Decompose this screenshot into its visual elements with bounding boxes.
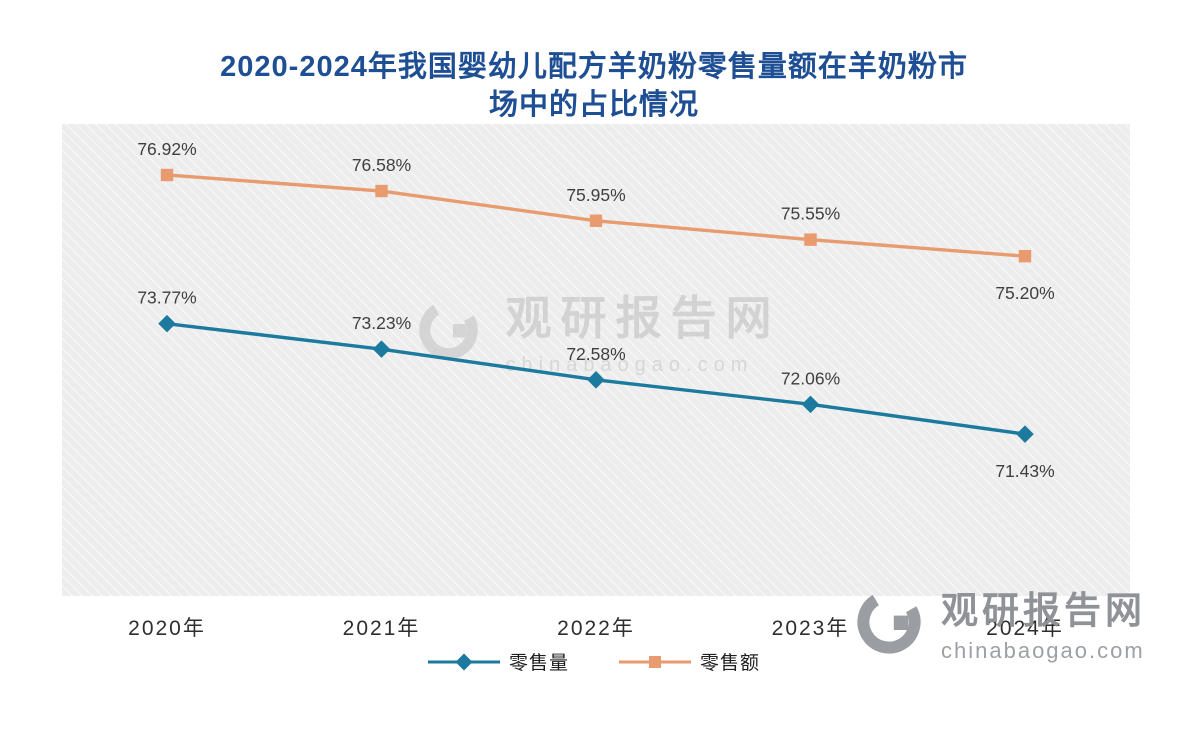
- x-axis-label: 2023年: [771, 617, 850, 640]
- data-label-retail-value: 75.95%: [566, 185, 625, 205]
- data-point-marker-retail-value: [804, 233, 817, 246]
- corner-watermark-logo-icon: [857, 590, 921, 654]
- center-watermark: 观研报告网 chinabaogao.com: [412, 282, 781, 377]
- line-chart: 76.92% 76.58% 75.95% 75.55% 75.20% 73.77% 73.2…: [137, 139, 1054, 481]
- data-point-marker-retail-volume: [1016, 425, 1034, 443]
- x-axis-label: 2022年: [557, 617, 635, 640]
- data-point-marker-retail-value: [375, 184, 388, 198]
- legend-item-retail-volume: 零售量: [427, 648, 569, 675]
- x-axis: 2020年 2021年 2022年 2023年 2024年: [0, 612, 1188, 644]
- data-label-retail-volume: 73.77%: [137, 288, 196, 308]
- data-label-retail-value: 76.92%: [137, 139, 196, 159]
- watermark-brand: 观研报告网: [505, 292, 781, 344]
- corner-watermark-brand: 观研报告网: [941, 590, 1146, 631]
- data-point-marker-retail-volume: [158, 314, 176, 333]
- data-label-retail-value: 75.20%: [995, 283, 1054, 303]
- legend-label-retail-volume: 零售量: [508, 653, 569, 674]
- plot-area: 观研报告网 chinabaogao.com 76.92% 76.58% 75.95%…: [62, 124, 1130, 596]
- data-label-retail-value: 75.55%: [781, 204, 840, 224]
- watermark-logo-icon: [419, 300, 478, 359]
- chart-title: 2020-2024年我国婴幼儿配方羊奶粉零售量额在羊奶粉市 场中的占比情况: [0, 48, 1188, 124]
- legend-label-retail-value: 零售额: [700, 653, 761, 674]
- data-point-marker-retail-value: [160, 168, 174, 182]
- legend-item-retail-value: 零售额: [619, 648, 760, 675]
- corner-watermark: 观研报告网 chinabaogao.com: [849, 580, 1146, 664]
- data-point-marker-retail-volume: [801, 395, 820, 414]
- data-label-retail-volume: 72.58%: [566, 344, 625, 364]
- data-label-retail-volume: 72.06%: [781, 368, 840, 388]
- data-point-marker-retail-value: [589, 214, 603, 227]
- data-point-marker-retail-volume: [372, 340, 391, 358]
- legend: 零售量 零售额: [0, 648, 1188, 675]
- x-axis-label: 2020年: [128, 617, 206, 640]
- legend-marker-retail-value: [619, 655, 691, 668]
- chart-title-line-2: 场中的占比情况: [488, 89, 699, 121]
- watermark-domain: chinabaogao.com: [505, 354, 754, 376]
- data-point-marker-retail-volume: [587, 371, 605, 389]
- chart-title-line-1: 2020-2024年我国婴幼儿配方羊奶粉零售量额在羊奶粉市: [220, 51, 968, 83]
- data-label-retail-volume: 73.23%: [352, 313, 411, 333]
- x-axis-label: 2024年: [986, 617, 1064, 640]
- legend-marker-retail-volume: [427, 653, 500, 670]
- data-label-retail-volume: 71.43%: [995, 461, 1054, 481]
- corner-watermark-domain: chinabaogao.com: [941, 638, 1145, 663]
- data-label-retail-value: 76.58%: [352, 155, 411, 175]
- x-axis-label: 2021年: [342, 617, 421, 640]
- data-point-marker-retail-value: [1018, 249, 1032, 263]
